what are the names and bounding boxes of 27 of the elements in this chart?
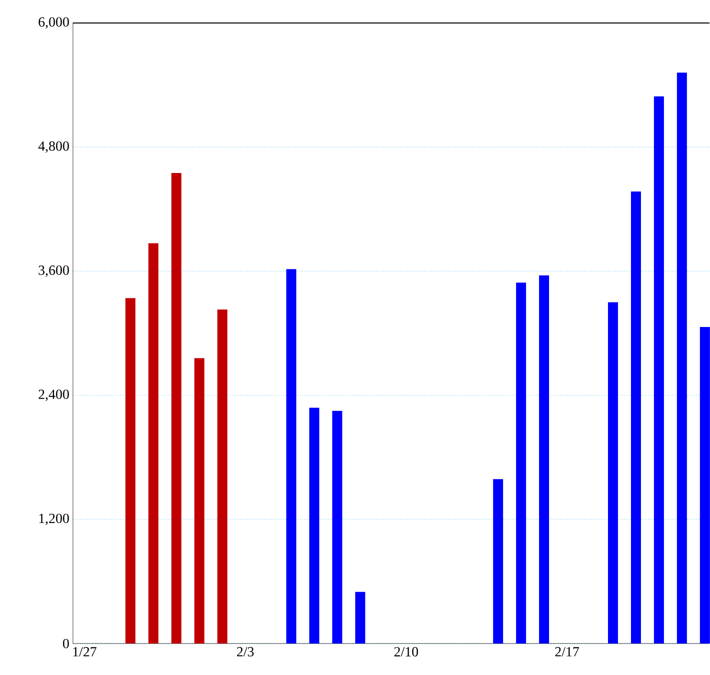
bar [171,173,182,644]
bar [309,408,320,644]
y-tick-label: 0 [63,639,69,648]
bar [700,327,710,644]
bar [608,302,618,644]
y-tick-label: 4,800 [38,142,69,154]
y-tick-label: 1,200 [39,514,69,526]
bar [286,269,296,644]
bar [194,358,204,644]
y-tick-label: 3,600 [38,266,69,278]
bar [125,298,136,644]
bar [516,282,526,644]
bar [676,72,687,644]
y-tick-label: 6,000 [38,18,69,29]
bar [148,244,158,644]
bar [493,479,504,644]
bar [332,411,342,644]
x-tick-label: 2/10 [394,647,418,657]
y-tick-label: 2,400 [38,390,69,402]
bar [355,592,366,644]
bar [630,192,641,644]
x-tick-label: 1/27 [73,647,96,657]
x-tick-label: 2/17 [555,647,580,657]
bar [654,96,664,644]
bar [217,310,228,644]
x-tick-label: 2/3 [237,647,254,657]
bar [539,276,550,644]
